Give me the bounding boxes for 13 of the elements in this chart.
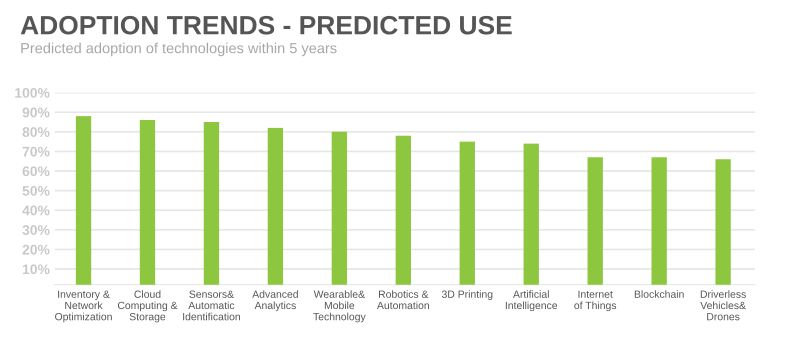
x-tick-label: Sensors& Automatic Identification (183, 290, 240, 320)
x-tick-label: Internet of Things (574, 290, 616, 312)
chart-title: ADOPTION TRENDS - PREDICTED USE (20, 16, 512, 35)
x-tick-label: Inventory & Network Optimization (55, 290, 112, 322)
x-tick-label: Advanced Analytics (252, 290, 298, 312)
chart-subtitle: Predicted adoption of technologies within 5 years (21, 42, 337, 56)
x-tick-label: Driverless Vehicles& Drones (700, 290, 746, 320)
x-tick-label: Cloud Computing & Storage (118, 290, 178, 322)
x-tick-label: Robotics & Automation (376, 290, 429, 310)
x-tick-label: Wearable& Mobile Technology (313, 290, 366, 322)
x-tick-label: Blockchain (634, 290, 684, 298)
x-tick-label: 3D Printing (442, 290, 492, 300)
x-tick-label: Artificial Intelligence (506, 290, 558, 312)
